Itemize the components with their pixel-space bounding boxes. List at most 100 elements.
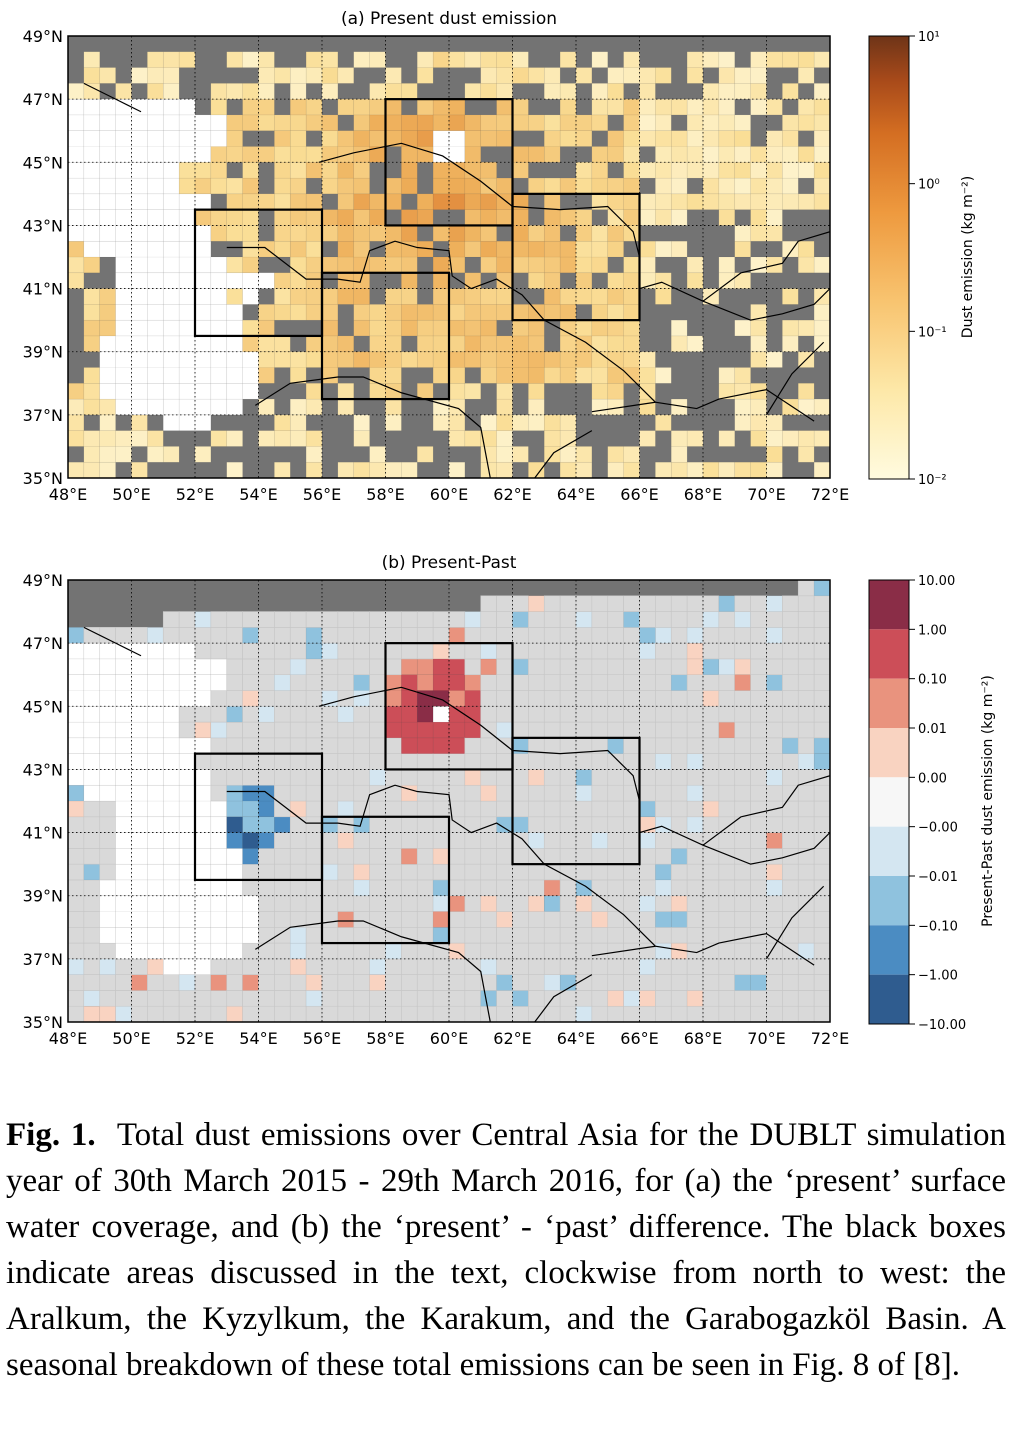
grid-cell — [607, 193, 624, 210]
border-line — [255, 376, 491, 478]
grid-cell — [305, 398, 323, 416]
grid-cell — [750, 895, 767, 912]
grid-cell — [210, 926, 228, 944]
grid-cell — [750, 595, 767, 612]
grid-cell — [194, 769, 212, 786]
colorbar-a — [868, 35, 910, 480]
grid-cell — [369, 816, 386, 833]
grid-cell — [813, 705, 830, 723]
grid-cell — [416, 304, 434, 321]
grid-cell — [115, 705, 132, 723]
grid-cell — [99, 958, 116, 975]
grid-cell — [226, 942, 243, 960]
colorbar-tick-label: 10.00 — [918, 574, 955, 589]
grid-cell — [274, 225, 291, 242]
grid-cell — [718, 209, 736, 226]
grid-cell — [464, 926, 482, 944]
grid-cell — [686, 114, 704, 132]
grid-cell — [401, 351, 418, 368]
grid-cell — [131, 398, 148, 416]
lon-tick-label: 50°E — [112, 485, 150, 504]
grid-cell — [766, 130, 783, 147]
grid-cell — [655, 705, 672, 723]
grid-cell — [68, 990, 85, 1007]
grid-cell — [305, 705, 323, 723]
grid-cell — [575, 130, 593, 147]
grid-cell — [464, 304, 482, 321]
grid-cell — [258, 304, 275, 321]
grid-cell — [639, 256, 656, 274]
grid-cell — [162, 98, 180, 116]
grid-cell — [68, 272, 85, 289]
grid-cell — [448, 627, 466, 644]
grid-cell — [178, 753, 196, 770]
grid-cell — [210, 288, 228, 305]
grid-cell — [432, 658, 450, 676]
grid-cell — [623, 769, 640, 786]
grid-cell — [131, 114, 148, 132]
grid-cell — [797, 863, 815, 881]
grid-cell — [194, 209, 212, 226]
grid-cell — [401, 161, 418, 179]
grid-cell — [274, 848, 291, 865]
grid-cell — [210, 351, 228, 368]
grid-cell — [512, 642, 529, 660]
grid-cell — [131, 879, 148, 897]
grid-cell — [718, 1005, 736, 1022]
grid-cell — [242, 926, 259, 944]
grid-cell — [543, 690, 561, 707]
grid-cell — [416, 816, 434, 833]
lon-tick-label: 48°E — [49, 1029, 87, 1048]
grid-cell — [528, 958, 545, 975]
grid-cell — [512, 1005, 529, 1022]
grid-cell — [543, 83, 561, 100]
grid-cell — [670, 627, 688, 644]
grid-cell — [321, 705, 339, 723]
grid-cell — [448, 784, 466, 802]
grid-cell — [559, 288, 577, 305]
grid-cell — [194, 1005, 212, 1022]
grid-cell — [353, 225, 370, 242]
grid-cell — [416, 721, 434, 739]
grid-cell — [655, 674, 672, 691]
grid-cell — [305, 784, 323, 802]
grid-cell — [194, 240, 212, 258]
grid-cell — [718, 642, 736, 660]
grid-cell — [591, 816, 609, 833]
grid-cell — [496, 895, 513, 912]
grid-cell — [83, 816, 101, 833]
grid-cell — [480, 51, 497, 68]
grid-cell — [797, 753, 815, 770]
colorbar-tick-label: −0.00 — [918, 821, 958, 836]
grid-cell — [813, 895, 830, 912]
grid-cell — [591, 351, 609, 368]
grid-cell — [401, 848, 418, 865]
country-borders — [83, 82, 830, 478]
grid-cell — [496, 595, 513, 612]
grid-cell — [68, 721, 85, 739]
grid-cell — [496, 784, 513, 802]
grid-cell — [178, 288, 196, 305]
grid-cell — [99, 674, 116, 691]
grid-cell — [797, 642, 815, 660]
grid-cell — [639, 990, 656, 1007]
grid-cell — [194, 256, 212, 274]
grid-cell — [607, 753, 624, 770]
grid-cell — [226, 288, 243, 305]
grid-cell — [83, 848, 101, 865]
grid-cell — [353, 319, 370, 337]
grid-cell — [242, 146, 259, 163]
panel-a-title: (a) Present dust emission — [340, 9, 558, 29]
grid-cell — [639, 611, 656, 628]
grid-cell — [226, 398, 243, 416]
grid-cell — [178, 784, 196, 802]
grid-cell — [591, 83, 609, 100]
grid-cell — [194, 304, 212, 321]
grid-cell — [432, 895, 450, 912]
grid-cell — [289, 642, 307, 660]
lat-tick-label: 39°N — [23, 343, 63, 362]
grid-cell — [115, 769, 132, 786]
grid-cell — [147, 1005, 164, 1022]
border-line — [591, 945, 656, 957]
grid-cell — [480, 674, 497, 691]
